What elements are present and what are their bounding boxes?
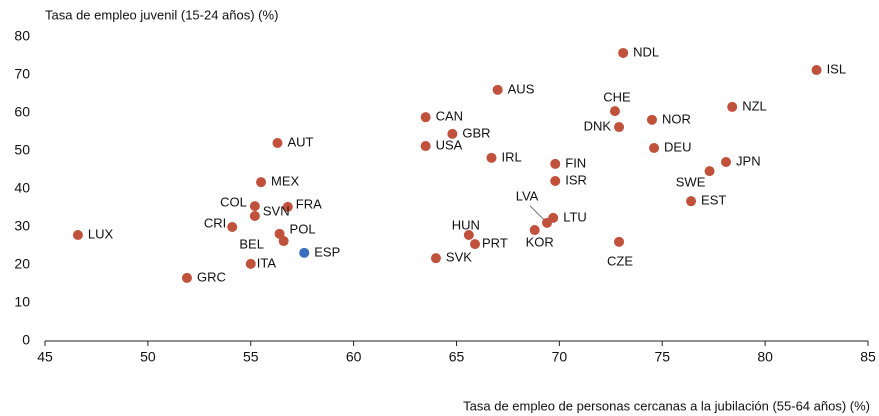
y-tick-label: 30 bbox=[14, 218, 30, 234]
point bbox=[447, 128, 458, 139]
point-label: CZE bbox=[607, 253, 633, 268]
point-label: SVK bbox=[446, 250, 472, 265]
point bbox=[181, 272, 192, 283]
x-tick-label: 45 bbox=[37, 349, 53, 365]
point-label: DNK bbox=[584, 118, 612, 133]
x-tick-label: 70 bbox=[552, 349, 568, 365]
y-tick-label: 10 bbox=[14, 294, 30, 310]
point-label: NDL bbox=[633, 44, 659, 59]
point-label: AUT bbox=[287, 134, 313, 149]
point bbox=[727, 101, 738, 112]
y-tick-label: 80 bbox=[14, 28, 30, 44]
point-label: LVA bbox=[516, 188, 539, 203]
point bbox=[256, 177, 267, 188]
point bbox=[529, 225, 540, 236]
point-label: AUS bbox=[508, 81, 535, 96]
point-label: LTU bbox=[563, 209, 587, 224]
point-label: BEL bbox=[239, 236, 264, 251]
point bbox=[550, 158, 561, 169]
point bbox=[245, 258, 256, 269]
y-tick-label: 40 bbox=[14, 180, 30, 196]
y-tick-label: 20 bbox=[14, 256, 30, 272]
point-label: JPN bbox=[736, 153, 761, 168]
point-label: PRT bbox=[482, 236, 508, 251]
x-tick-label: 80 bbox=[757, 349, 773, 365]
y-tick-label: 70 bbox=[14, 66, 30, 82]
point-label: KOR bbox=[526, 234, 554, 249]
point bbox=[470, 239, 481, 250]
point bbox=[420, 141, 431, 152]
point-label: LUX bbox=[88, 226, 114, 241]
point-label: MEX bbox=[271, 174, 300, 189]
point bbox=[542, 217, 553, 228]
x-tick-label: 55 bbox=[243, 349, 259, 365]
point bbox=[249, 201, 260, 212]
point-label: IRL bbox=[501, 149, 521, 164]
y-tick-label: 50 bbox=[14, 142, 30, 158]
point-label: NOR bbox=[662, 111, 691, 126]
point bbox=[618, 47, 629, 58]
point-label: ESP bbox=[314, 244, 340, 259]
x-tick-label: 75 bbox=[654, 349, 670, 365]
point bbox=[430, 253, 441, 264]
y-tick-label: 0 bbox=[22, 332, 30, 348]
point bbox=[486, 152, 497, 163]
point-label: ITA bbox=[257, 255, 277, 270]
point bbox=[282, 201, 293, 212]
point-label: FRA bbox=[296, 196, 322, 211]
leader-line bbox=[529, 205, 546, 222]
point bbox=[704, 166, 715, 177]
x-tick-label: 65 bbox=[449, 349, 465, 365]
point bbox=[649, 142, 660, 153]
point-label: DEU bbox=[664, 139, 691, 154]
point bbox=[614, 122, 625, 133]
point bbox=[249, 210, 260, 221]
point bbox=[278, 236, 289, 247]
point-label: NZL bbox=[742, 98, 767, 113]
point bbox=[614, 236, 625, 247]
x-axis-title: Tasa de empleo de personas cercanas a la… bbox=[463, 398, 870, 413]
point bbox=[811, 65, 822, 76]
point-label: CAN bbox=[436, 109, 463, 124]
point bbox=[272, 138, 283, 149]
point bbox=[72, 229, 83, 240]
point-label: GBR bbox=[462, 125, 490, 140]
point bbox=[492, 84, 503, 95]
point-label: USA bbox=[436, 137, 463, 152]
point-label: CRI bbox=[204, 215, 226, 230]
point bbox=[463, 229, 474, 240]
point-label: HUN bbox=[452, 217, 480, 232]
point-label: ISL bbox=[827, 61, 847, 76]
point-label: FIN bbox=[565, 155, 586, 170]
x-tick-label: 85 bbox=[860, 349, 876, 365]
point-label: EST bbox=[701, 193, 726, 208]
point-label: COL bbox=[220, 195, 247, 210]
y-axis-title: Tasa de empleo juvenil (15-24 años) (%) bbox=[45, 7, 278, 22]
point-label: SWE bbox=[676, 175, 706, 190]
point-label: CHE bbox=[603, 90, 631, 105]
point bbox=[721, 157, 732, 168]
y-tick-label: 60 bbox=[14, 104, 30, 120]
point-label: SVN bbox=[263, 203, 290, 218]
point-label: POL bbox=[290, 221, 316, 236]
point-label: GRC bbox=[197, 269, 226, 284]
point bbox=[550, 176, 561, 187]
point bbox=[646, 114, 657, 125]
point-label: ISR bbox=[565, 172, 587, 187]
x-tick-label: 50 bbox=[140, 349, 156, 365]
x-tick-label: 60 bbox=[346, 349, 362, 365]
point bbox=[686, 196, 697, 207]
point bbox=[227, 222, 238, 232]
point bbox=[299, 247, 310, 258]
point bbox=[609, 106, 620, 117]
point bbox=[420, 112, 431, 123]
